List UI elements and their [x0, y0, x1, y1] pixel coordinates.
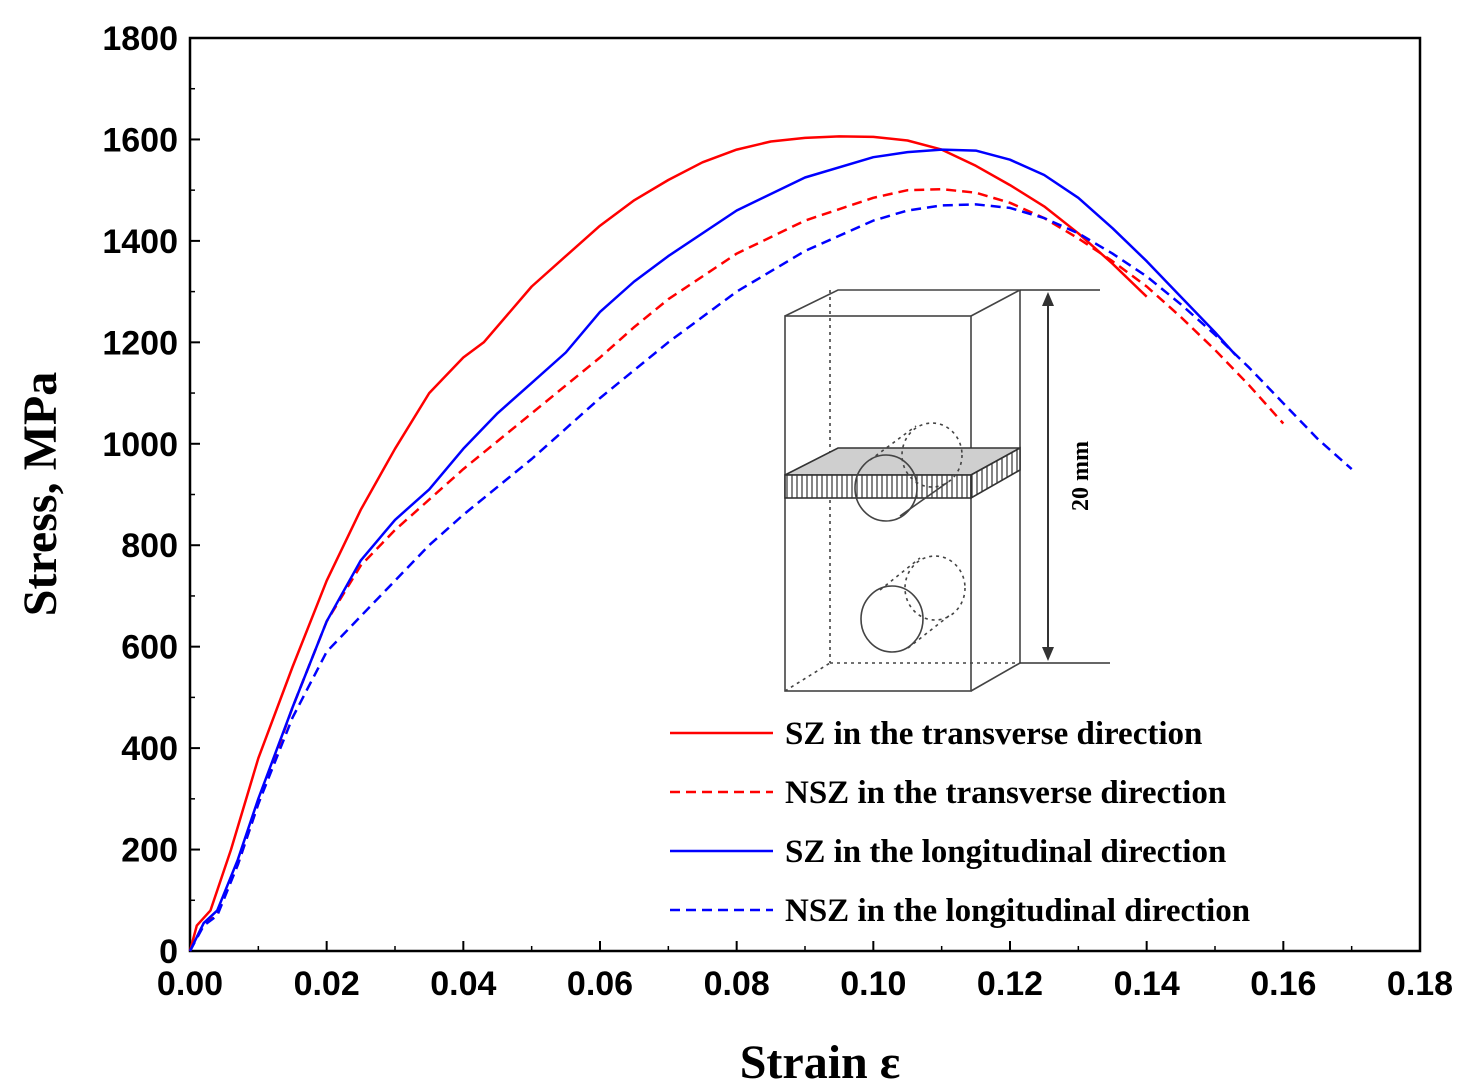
x-tick-label: 0.12 [977, 965, 1043, 1003]
lower-cylinder-back [904, 555, 966, 621]
y-tick-label: 1600 [102, 121, 178, 159]
y-tick-label: 1000 [102, 426, 178, 464]
legend-label-4: NSZ in the longitudinal direction [785, 893, 1250, 929]
x-tick-label: 0.08 [704, 965, 770, 1003]
stir-zone-front [784, 474, 972, 499]
dimension-arrow-bottom [1042, 647, 1054, 661]
dimension-label: 20 mm [1068, 441, 1094, 511]
hidden-edge-diagonal [784, 662, 831, 692]
upper-cylinder-front [854, 454, 918, 522]
series-line-1 [188, 135, 1148, 952]
upper-cylinder-back [901, 422, 963, 488]
lower-cylinder-line-a [879, 557, 921, 591]
x-tick-label: 0.10 [840, 965, 906, 1003]
specimen-inset-diagram [784, 289, 1110, 692]
y-tick-label: 0 [159, 933, 178, 971]
axis-ticks [189, 37, 1421, 952]
x-tick-label: 0.04 [430, 965, 496, 1003]
x-tick-label: 0.18 [1387, 965, 1453, 1003]
y-tick-label: 800 [121, 527, 178, 565]
y-tick-label: 1400 [102, 223, 178, 261]
specimen-bottom-right-edge [970, 662, 1021, 692]
upper-cylinder-line-a [869, 425, 917, 461]
legend-label-2: NSZ in the transverse direction [785, 775, 1226, 811]
legend-label-3: SZ in the longitudinal direction [785, 834, 1226, 870]
legend: SZ in the transverse direction NSZ in the… [670, 716, 1250, 929]
x-tick-label: 0.02 [294, 965, 360, 1003]
y-tick-label: 400 [121, 730, 178, 768]
x-tick-label: 0.06 [567, 965, 633, 1003]
legend-label-1: SZ in the transverse direction [785, 716, 1202, 752]
x-tick-labels: 0.00 0.02 0.04 0.06 0.08 0.10 0.12 0.14 0.16 0.18 [157, 965, 1453, 1003]
y-tick-label: 200 [121, 832, 178, 870]
upper-cylinder-line-b [899, 481, 949, 517]
series-lines [188, 135, 1353, 952]
lower-cylinder-line-b [907, 614, 951, 649]
y-tick-label: 600 [121, 629, 178, 667]
specimen-top-face [784, 289, 1021, 317]
dimension-arrow-top [1042, 292, 1054, 306]
y-axis-title: Stress, MPa [14, 372, 67, 616]
x-tick-label: 0.00 [157, 965, 223, 1003]
specimen-front-face [784, 315, 972, 692]
series-line-3 [188, 148, 1237, 952]
stir-zone-side [970, 446, 1021, 500]
x-axis-title: Strain ε [740, 1036, 901, 1089]
y-tick-label: 1200 [102, 324, 178, 362]
lower-cylinder-front [860, 585, 924, 653]
x-tick-label: 0.16 [1250, 965, 1316, 1003]
x-tick-label: 0.14 [1114, 965, 1180, 1003]
series-line-4 [188, 203, 1353, 952]
y-tick-label: 1800 [102, 20, 178, 58]
y-tick-labels: 0 200 400 600 800 1000 1200 1400 1600 1800 [102, 20, 178, 971]
